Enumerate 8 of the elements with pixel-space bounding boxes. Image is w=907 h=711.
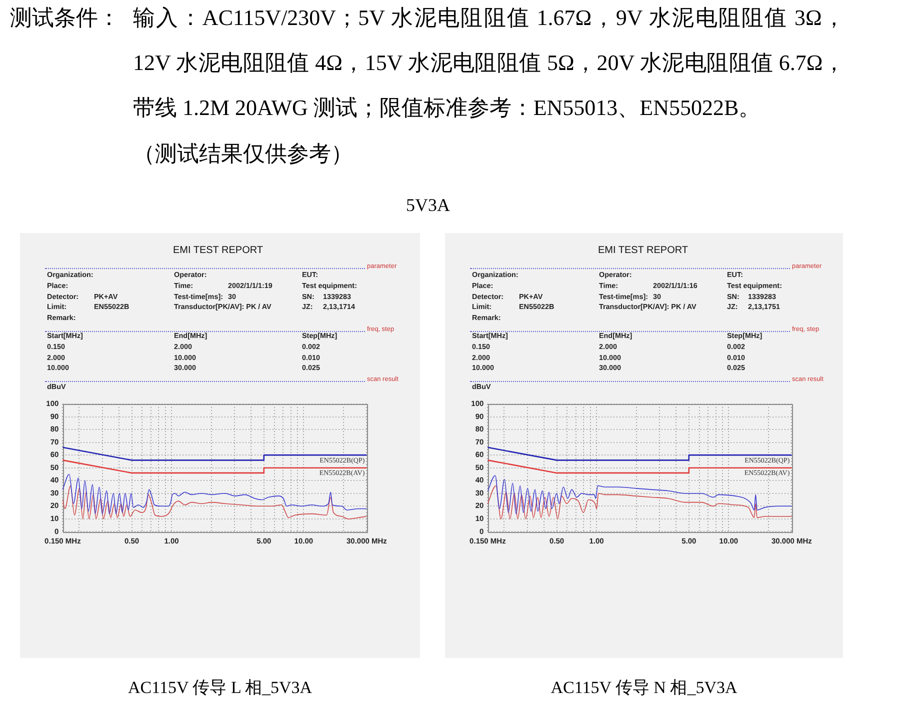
text: 输入：AC115V/230V；5V 水泥电阻阻值 1.67Ω，9V 水泥电阻阻值 3Ω，12V 水泥电阻阻值 4Ω，15V 水泥电阻阻值 5Ω，20V 水泥电阻阻值 6.7Ω，带线 1.2M 20AWG 测试；限值标准参考：EN55013、EN55022B。 xyxy=(133,4,845,122)
text: 5V3A xyxy=(405,194,451,217)
text: （测试结果仅供参考） xyxy=(133,140,353,168)
chart-title: EMI TEST REPORT xyxy=(172,244,264,258)
text: AC115V 传导 N 相_5V3A xyxy=(550,677,738,699)
chart-title: EMI TEST REPORT xyxy=(596,244,690,258)
text: 测试条件： xyxy=(10,4,120,32)
text: AC115V 传导 L 相_5V3A xyxy=(126,677,313,699)
